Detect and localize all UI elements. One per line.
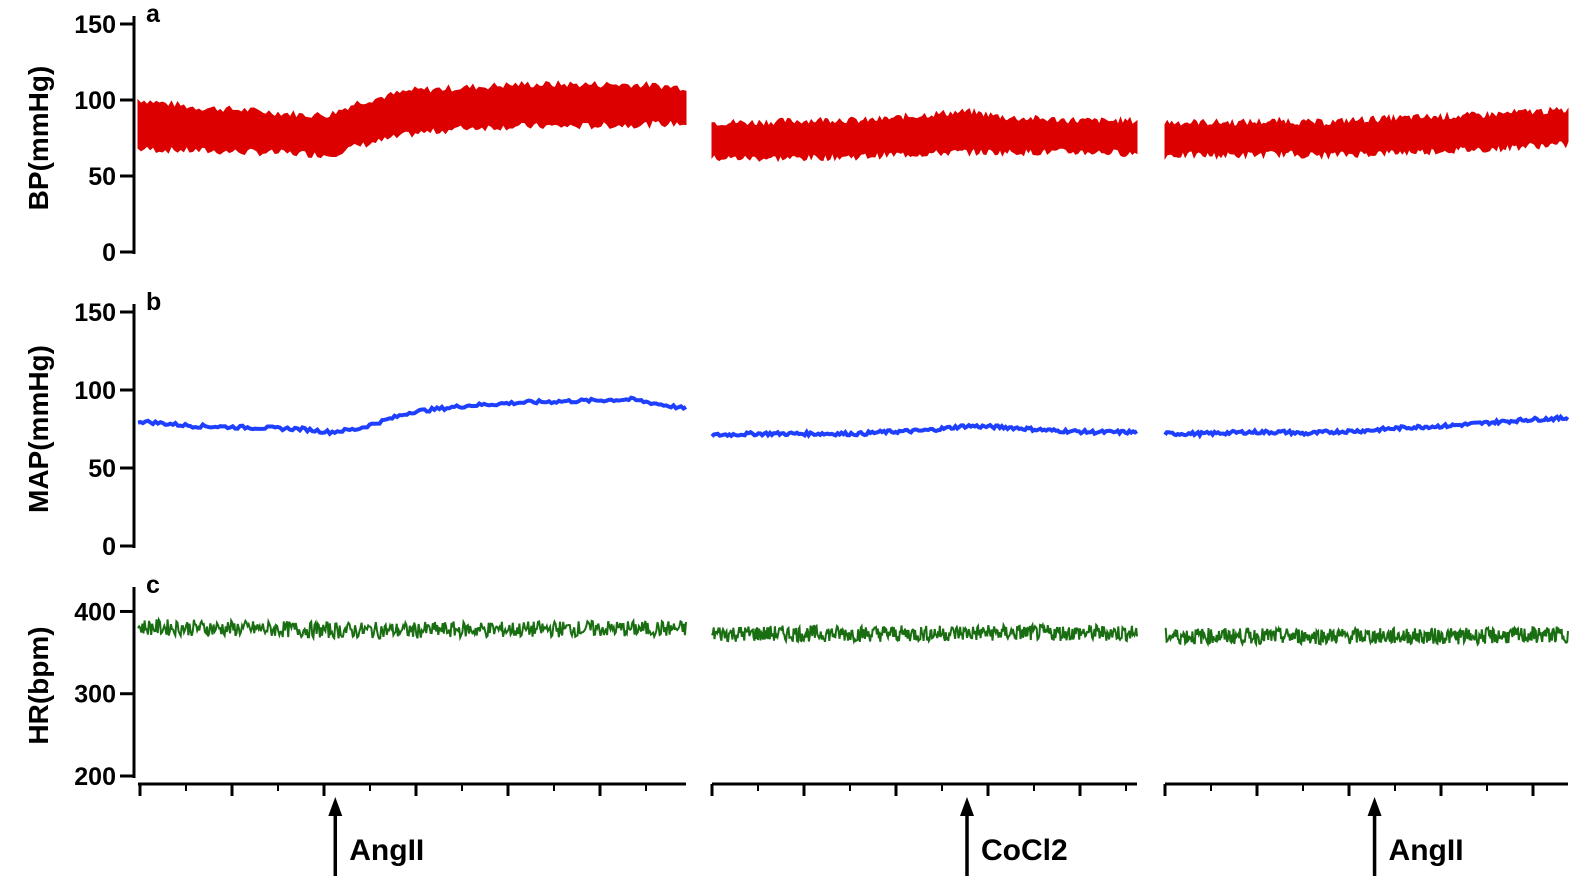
y-tick-label-a-3: 150 xyxy=(74,11,116,39)
panel-letter-a: a xyxy=(146,0,161,28)
panel-c: 200 300 400 HR(bpm) c xyxy=(23,571,1569,791)
x-axis-segments xyxy=(138,782,1568,796)
panel-a: 0 50 100 150 BP(mmHg) a xyxy=(23,0,1569,267)
annotation-1: AngII xyxy=(328,797,424,876)
up-arrow-icon xyxy=(960,797,974,816)
up-arrow-icon xyxy=(328,797,343,816)
y-tick-label-b-3: 150 xyxy=(74,299,116,327)
y-tick-label-a-1: 50 xyxy=(88,163,116,191)
y-axis-label-b: MAP(mmHg) xyxy=(23,345,54,513)
annotation-label-2: CoCl2 xyxy=(981,834,1068,867)
panel-b: 0 50 100 150 MAP(mmHg) b xyxy=(23,288,1570,561)
bp-band-segment-2 xyxy=(711,108,1138,163)
y-axis-label-c: HR(bpm) xyxy=(23,626,54,744)
map-line-segment-2 xyxy=(710,422,1139,440)
annotation-label-1: AngII xyxy=(349,834,424,867)
y-tick-label-b-2: 100 xyxy=(74,377,116,405)
y-tick-label-b-0: 0 xyxy=(102,533,116,561)
annotation-2: CoCl2 xyxy=(960,797,1068,876)
map-line-segment-3 xyxy=(1163,413,1570,440)
hr-line-segment-2 xyxy=(711,621,1138,645)
y-tick-label-a-2: 100 xyxy=(74,87,116,115)
hr-line-segment-1 xyxy=(137,616,687,642)
y-tick-label-c-2: 400 xyxy=(74,598,116,626)
y-tick-label-a-0: 0 xyxy=(102,239,116,267)
annotation-3: AngII xyxy=(1367,797,1464,876)
bp-band-segment-1 xyxy=(137,80,687,159)
y-axis-label-a: BP(mmHg) xyxy=(23,66,54,211)
annotations: AngII CoCl2 AngII xyxy=(328,797,1464,876)
map-line-segment-1 xyxy=(137,395,688,437)
y-tick-label-b-1: 50 xyxy=(88,455,116,483)
panel-letter-b: b xyxy=(146,288,161,316)
up-arrow-icon xyxy=(1367,797,1382,816)
y-tick-label-c-0: 200 xyxy=(74,763,116,791)
chart-panels: 0 50 100 150 BP(mmHg) a 0 50 100 150 MAP(mmHg) b 200… xyxy=(23,0,1570,791)
panel-letter-c: c xyxy=(146,571,160,599)
y-tick-label-c-1: 300 xyxy=(74,681,116,709)
hr-line-segment-3 xyxy=(1164,625,1569,648)
bp-band-segment-3 xyxy=(1164,106,1569,160)
annotation-label-3: AngII xyxy=(1389,834,1464,867)
